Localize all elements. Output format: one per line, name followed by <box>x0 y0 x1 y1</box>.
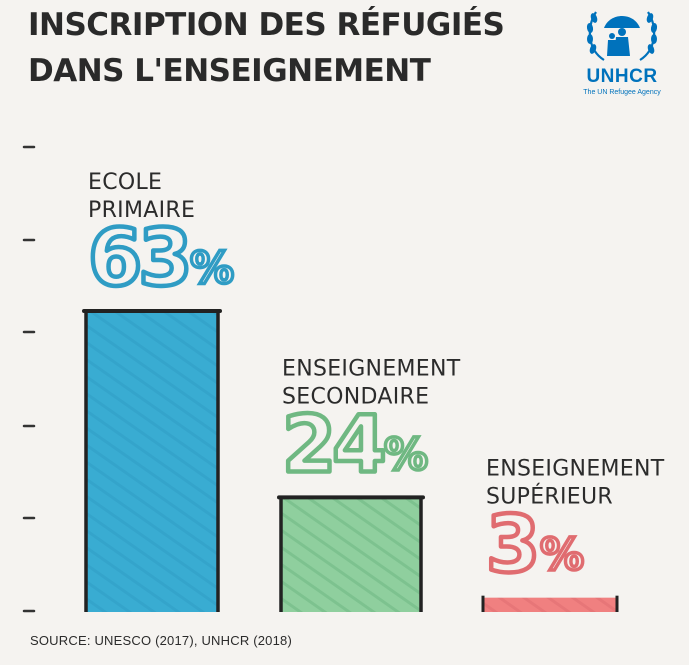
bar-2 <box>281 497 421 612</box>
data-label-percent-1: % <box>190 243 234 294</box>
title-line-2: DANS L'ENSEIGNEMENT <box>28 53 431 89</box>
category-label-3: SUPÉRIEUR <box>486 484 613 510</box>
data-label-value-3: 3 <box>486 501 536 591</box>
category-label-1: ECOLE <box>88 170 162 195</box>
category-label-2: ENSEIGNEMENT <box>282 356 461 381</box>
data-label-percent-3: % <box>540 530 584 581</box>
page-title: INSCRIPTION DES RÉFUGIÉS DANS L'ENSEIGNE… <box>28 2 568 94</box>
category-label-2: SECONDAIRE <box>282 384 429 409</box>
bar-3 <box>483 597 617 612</box>
data-label-value-1: 63 <box>88 214 189 304</box>
logo-tagline: The UN Refugee Agency <box>583 89 661 96</box>
data-label-value-2: 24 <box>282 400 383 490</box>
category-label-1: PRIMAIRE <box>88 198 195 223</box>
unhcr-emblem-icon <box>586 11 658 61</box>
unhcr-logo: UNHCR The UN Refugee Agency <box>574 4 670 100</box>
bar-1 <box>86 311 218 612</box>
source-note: SOURCE: UNESCO (2017), UNHCR (2018) <box>30 633 293 648</box>
logo-name: UNHCR <box>586 66 658 87</box>
category-label-3: ENSEIGNEMENT <box>486 457 665 482</box>
title-line-1: INSCRIPTION DES RÉFUGIÉS <box>28 7 505 43</box>
data-label-percent-2: % <box>384 429 428 480</box>
